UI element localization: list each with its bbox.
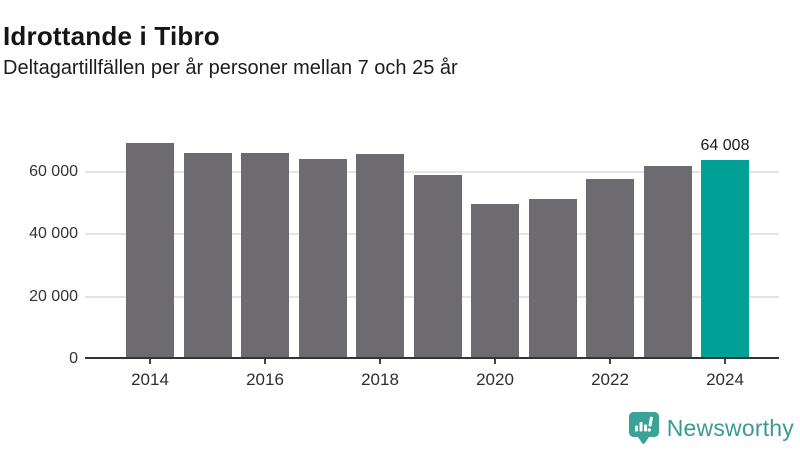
gridline [85,171,779,173]
x-tick [609,359,611,364]
bar-2021 [529,199,577,359]
x-tick [379,359,381,364]
bar-2022 [586,179,634,359]
y-tick-label: 40 000 [29,225,78,242]
chart-subtitle: Deltagartillfällen per år personer mella… [3,57,458,79]
x-axis-line [85,357,779,359]
x-tick [724,359,726,364]
bar-2014 [126,143,174,359]
bar-2020 [471,204,519,359]
x-tick-label: 2018 [361,370,399,389]
highlight-value-label: 64 008 [700,137,750,154]
bar-2018 [356,154,404,359]
bar-2016 [241,153,289,359]
x-tick [149,359,151,364]
bar-2019 [414,175,462,359]
bar-2017 [299,159,347,359]
bar-2015 [184,153,232,359]
bar-2024 [701,160,749,359]
x-tick [264,359,266,364]
newsworthy-logo[interactable]: Newsworthy [628,411,794,445]
newsworthy-wordmark: Newsworthy [666,414,794,441]
x-tick-label: 2022 [591,370,629,389]
x-tick-label: 2014 [131,370,169,389]
x-tick-label: 2016 [246,370,284,389]
bar-2023 [644,166,692,359]
y-tick-label: 20 000 [29,288,78,305]
x-tick [494,359,496,364]
newsworthy-bubble-chart-icon [628,411,660,445]
y-tick-label: 60 000 [29,163,78,180]
x-tick-label: 2020 [476,370,514,389]
y-tick-label: 0 [69,350,78,367]
x-tick-label: 2024 [706,370,744,389]
chart-title: Idrottande i Tibro [3,21,220,52]
